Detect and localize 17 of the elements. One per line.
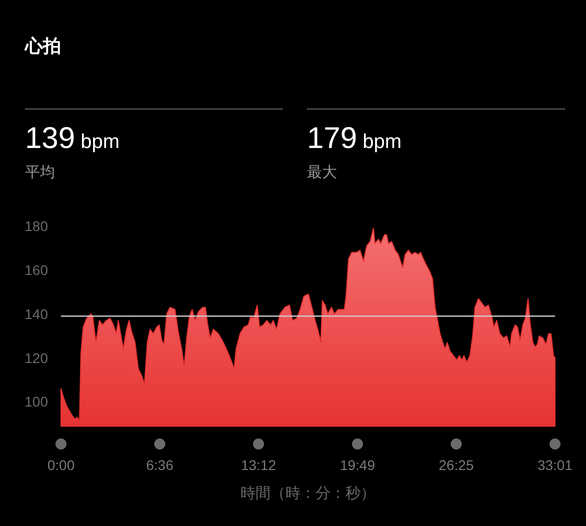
y-tick-label: 140 (24, 306, 48, 322)
x-tick-label: 13:12 (240, 457, 276, 473)
y-tick-label: 160 (24, 262, 48, 278)
y-tick-label: 120 (24, 350, 48, 366)
text: 179 bpm (307, 122, 402, 155)
text: 139 bpm (25, 122, 120, 155)
chart-title: 心拍 (24, 36, 61, 56)
x-axis-title: 時間（時：分：秒） (240, 485, 376, 502)
x-tick-label: 19:49 (340, 457, 376, 473)
x-tick-label: 0:00 (47, 457, 75, 473)
x-tick-label: 26:25 (438, 457, 474, 473)
y-tick-label: 100 (24, 394, 48, 410)
text: 平均 (25, 164, 55, 181)
text: 最大 (307, 164, 337, 181)
y-tick-label: 180 (24, 218, 48, 234)
x-tick-label: 33:01 (537, 457, 573, 473)
x-tick-label: 6:36 (146, 457, 174, 473)
